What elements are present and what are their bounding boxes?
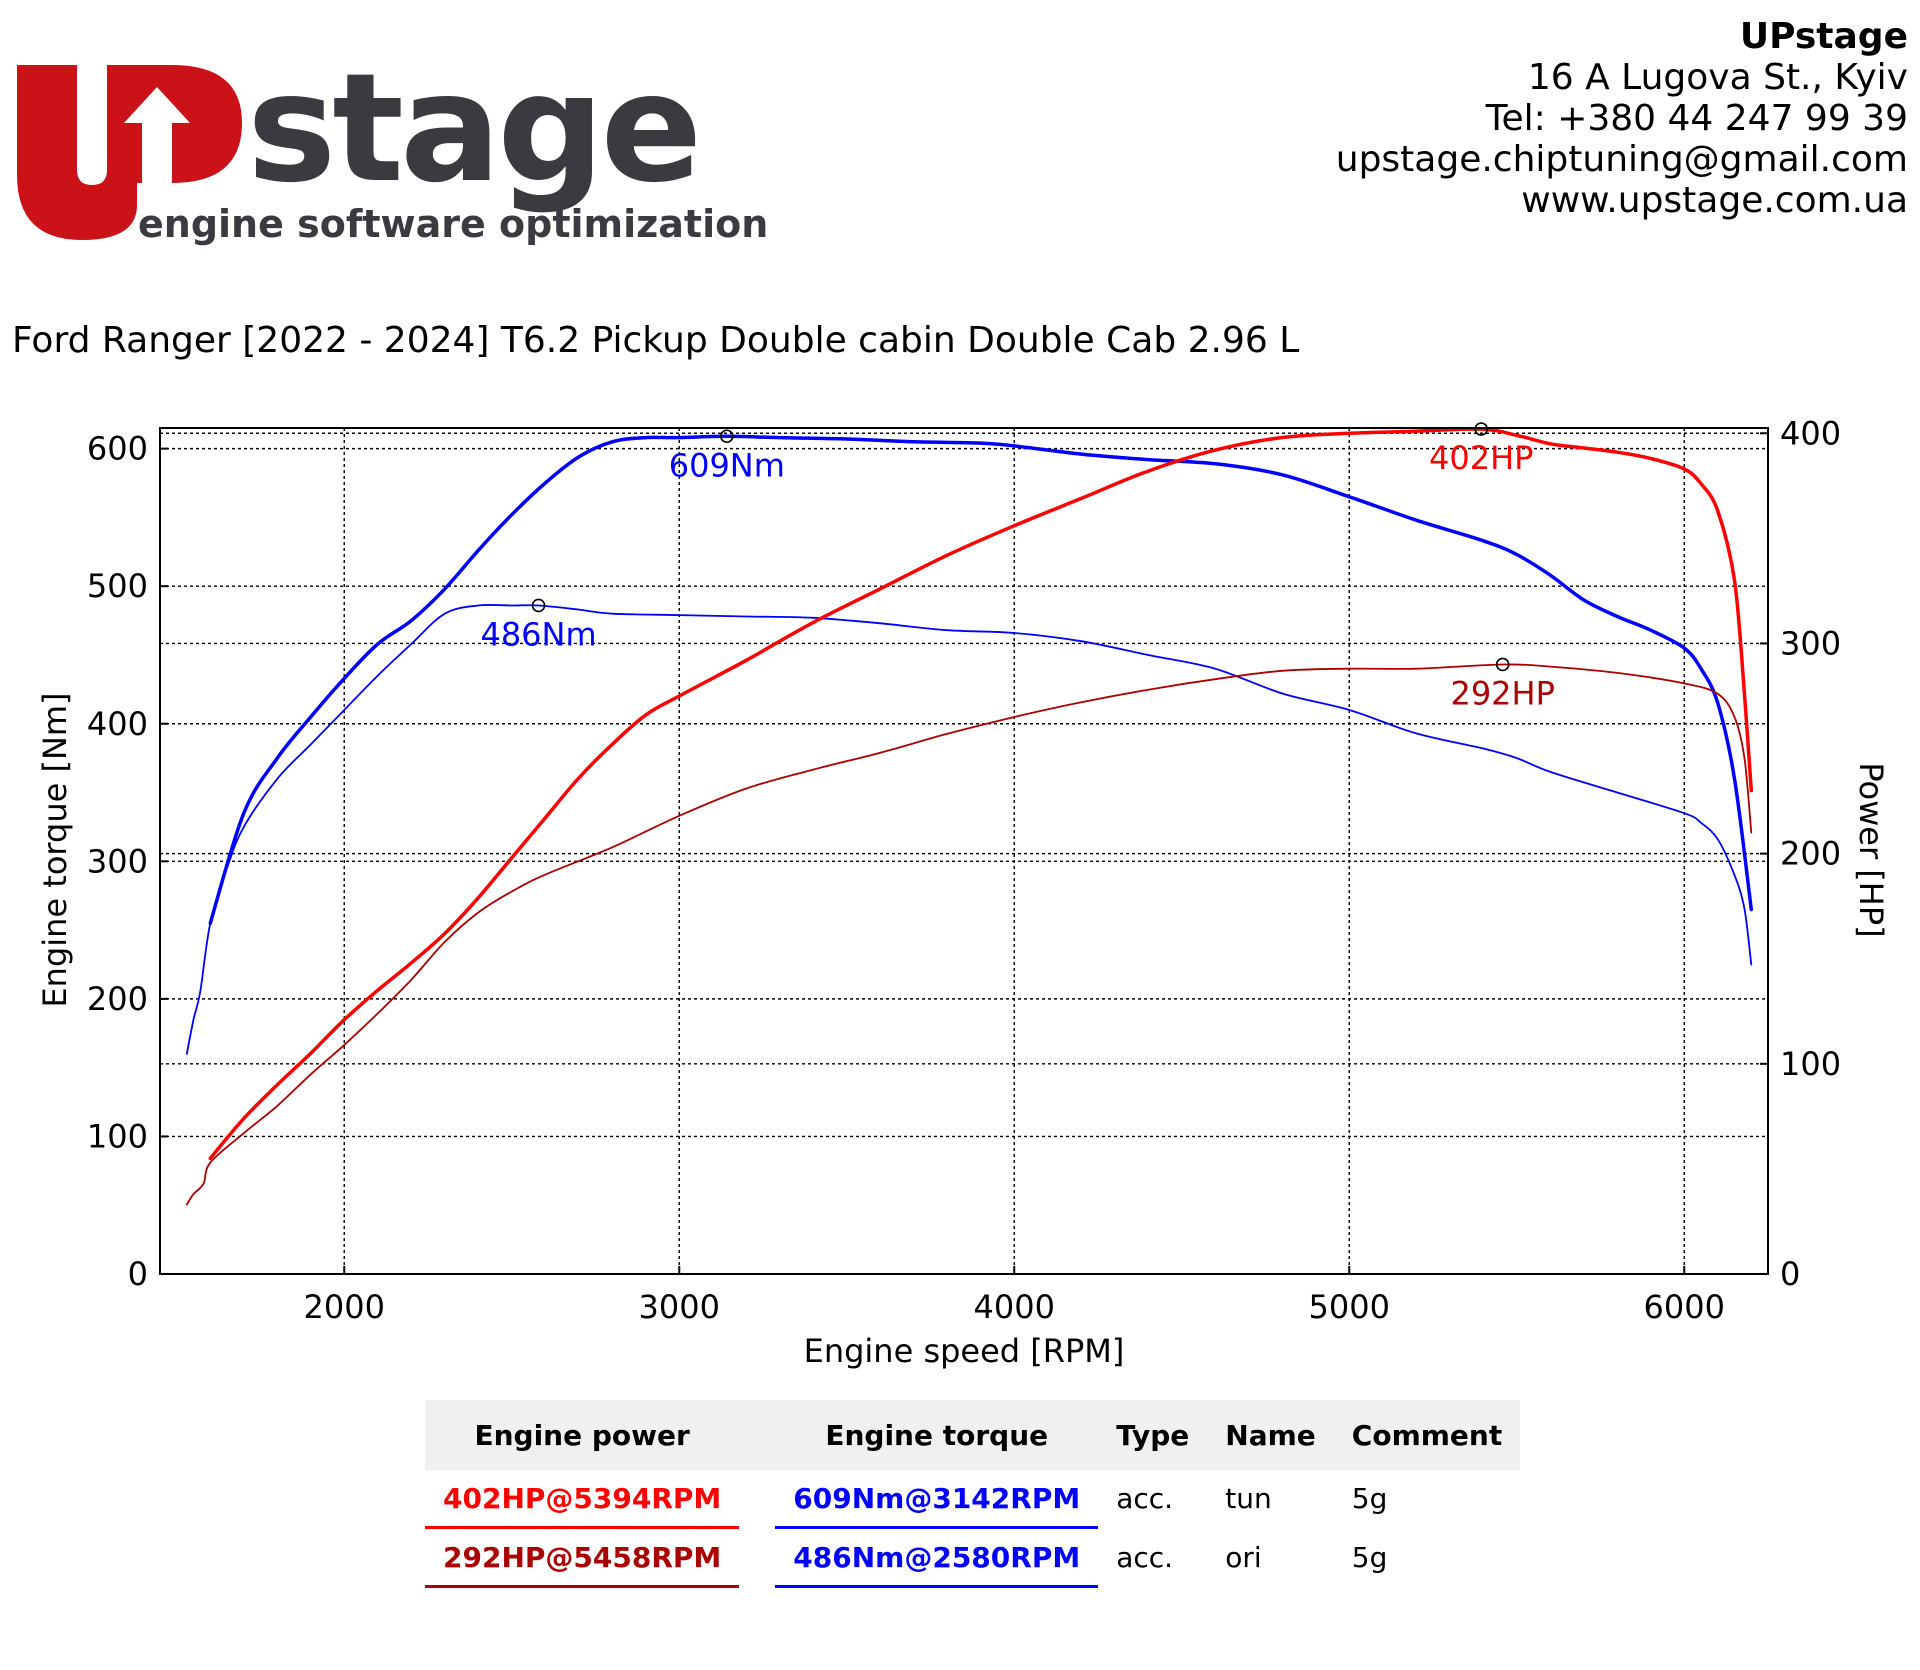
header-name: Name (1207, 1400, 1334, 1470)
y-axis-label: Engine torque [Nm] (36, 692, 74, 1007)
x-tick-label: 5000 (1309, 1288, 1390, 1326)
company-name: UPstage (1739, 16, 1908, 57)
name-value: tun (1225, 1482, 1272, 1516)
power-value: 292HP@5458RPM (425, 1527, 740, 1588)
comment-value: 5g (1351, 1540, 1388, 1574)
logo-up-mark (17, 65, 242, 240)
website-line: www.upstage.com.ua (1521, 180, 1908, 221)
y2-tick-label: 100 (1780, 1045, 1841, 1083)
peak-label: 609Nm (669, 446, 785, 484)
y-tick-label: 300 (87, 842, 148, 880)
y-tick-label: 600 (87, 430, 148, 468)
summary-row-ori: 292HP@5458RPM 486Nm@2580RPM acc. ori 5g (425, 1527, 1520, 1588)
y2-tick-label: 200 (1780, 835, 1841, 873)
x-axis-label: Engine speed [RPM] (804, 1332, 1125, 1370)
type-value: acc. (1116, 1482, 1174, 1516)
power-original-line (185, 663, 1753, 1206)
y2-tick-label: 400 (1780, 414, 1841, 452)
peak-marker (1495, 657, 1510, 672)
y-tick-label: 0 (128, 1255, 148, 1293)
upstage-logo: stage engine software optimization (17, 55, 768, 246)
type-value: acc. (1116, 1540, 1174, 1574)
x-tick-label: 4000 (974, 1288, 1055, 1326)
dyno-chart: 2000 3000 4000 5000 600001002003004005006000… (36, 414, 1890, 1370)
header-comment: Comment (1333, 1400, 1521, 1470)
y-tick-label: 400 (87, 705, 148, 743)
torque-value: 609Nm@3142RPM (775, 1470, 1099, 1529)
torque-value: 486Nm@2580RPM (775, 1527, 1099, 1588)
vehicle-title: Ford Ranger [2022 - 2024] T6.2 Pickup Do… (12, 320, 1300, 361)
peak-marker (720, 429, 734, 444)
y2-tick-label: 300 (1780, 624, 1841, 662)
header-type: Type (1098, 1400, 1208, 1470)
header-engine-torque: Engine torque (775, 1400, 1099, 1470)
company-address: UPstage 16 A Lugova St., Kyiv Tel: +380 … (1336, 16, 1908, 221)
x-tick-label: 2000 (304, 1288, 385, 1326)
peak-label: 486Nm (480, 615, 596, 653)
phone-line: Tel: +380 44 247 99 39 (1485, 98, 1908, 139)
torque-original-line (185, 603, 1753, 1055)
logo-tagline: engine software optimization (138, 202, 768, 246)
email-line: upstage.chiptuning@gmail.com (1335, 139, 1908, 180)
name-value: ori (1225, 1540, 1262, 1574)
address-line: 16 A Lugova St., Kyiv (1527, 57, 1908, 98)
series-group (185, 427, 1754, 1206)
peak-marker (1474, 422, 1489, 436)
y2-tick-label: 0 (1780, 1255, 1800, 1293)
logo-wordmark: stage (247, 55, 698, 216)
summary-header-row: Engine power Engine torque Type Name Com… (425, 1400, 1521, 1470)
x-tick-label: 6000 (1644, 1288, 1725, 1326)
power-value: 402HP@5394RPM (425, 1470, 740, 1529)
peak-label: 292HP (1450, 674, 1554, 712)
y-tick-label: 500 (87, 567, 148, 605)
summary-row-tun: 402HP@5394RPM 609Nm@3142RPM acc. tun 5g (425, 1470, 1520, 1529)
plot-frame (159, 427, 1769, 1275)
axis-ticks: 2000 3000 4000 5000 600001002003004005006000… (87, 414, 1841, 1326)
grid-lines (160, 428, 1768, 1274)
x-tick-label: 3000 (639, 1288, 720, 1326)
peak-marker (531, 598, 546, 613)
comment-value: 5g (1351, 1482, 1388, 1516)
summary-table: Engine power Engine torque Type Name Com… (425, 1400, 1521, 1588)
y-tick-label: 200 (87, 980, 148, 1018)
torque-tuned-line (208, 434, 1754, 925)
peak-annotations: 609Nm 486Nm 402HP 292HP (480, 422, 1555, 712)
header-engine-power: Engine power (425, 1400, 740, 1470)
power-tuned-line (208, 427, 1754, 1161)
peak-label: 402HP (1429, 439, 1533, 477)
y2-axis-label: Power [HP] (1852, 762, 1890, 937)
y-tick-label: 100 (87, 1117, 148, 1155)
